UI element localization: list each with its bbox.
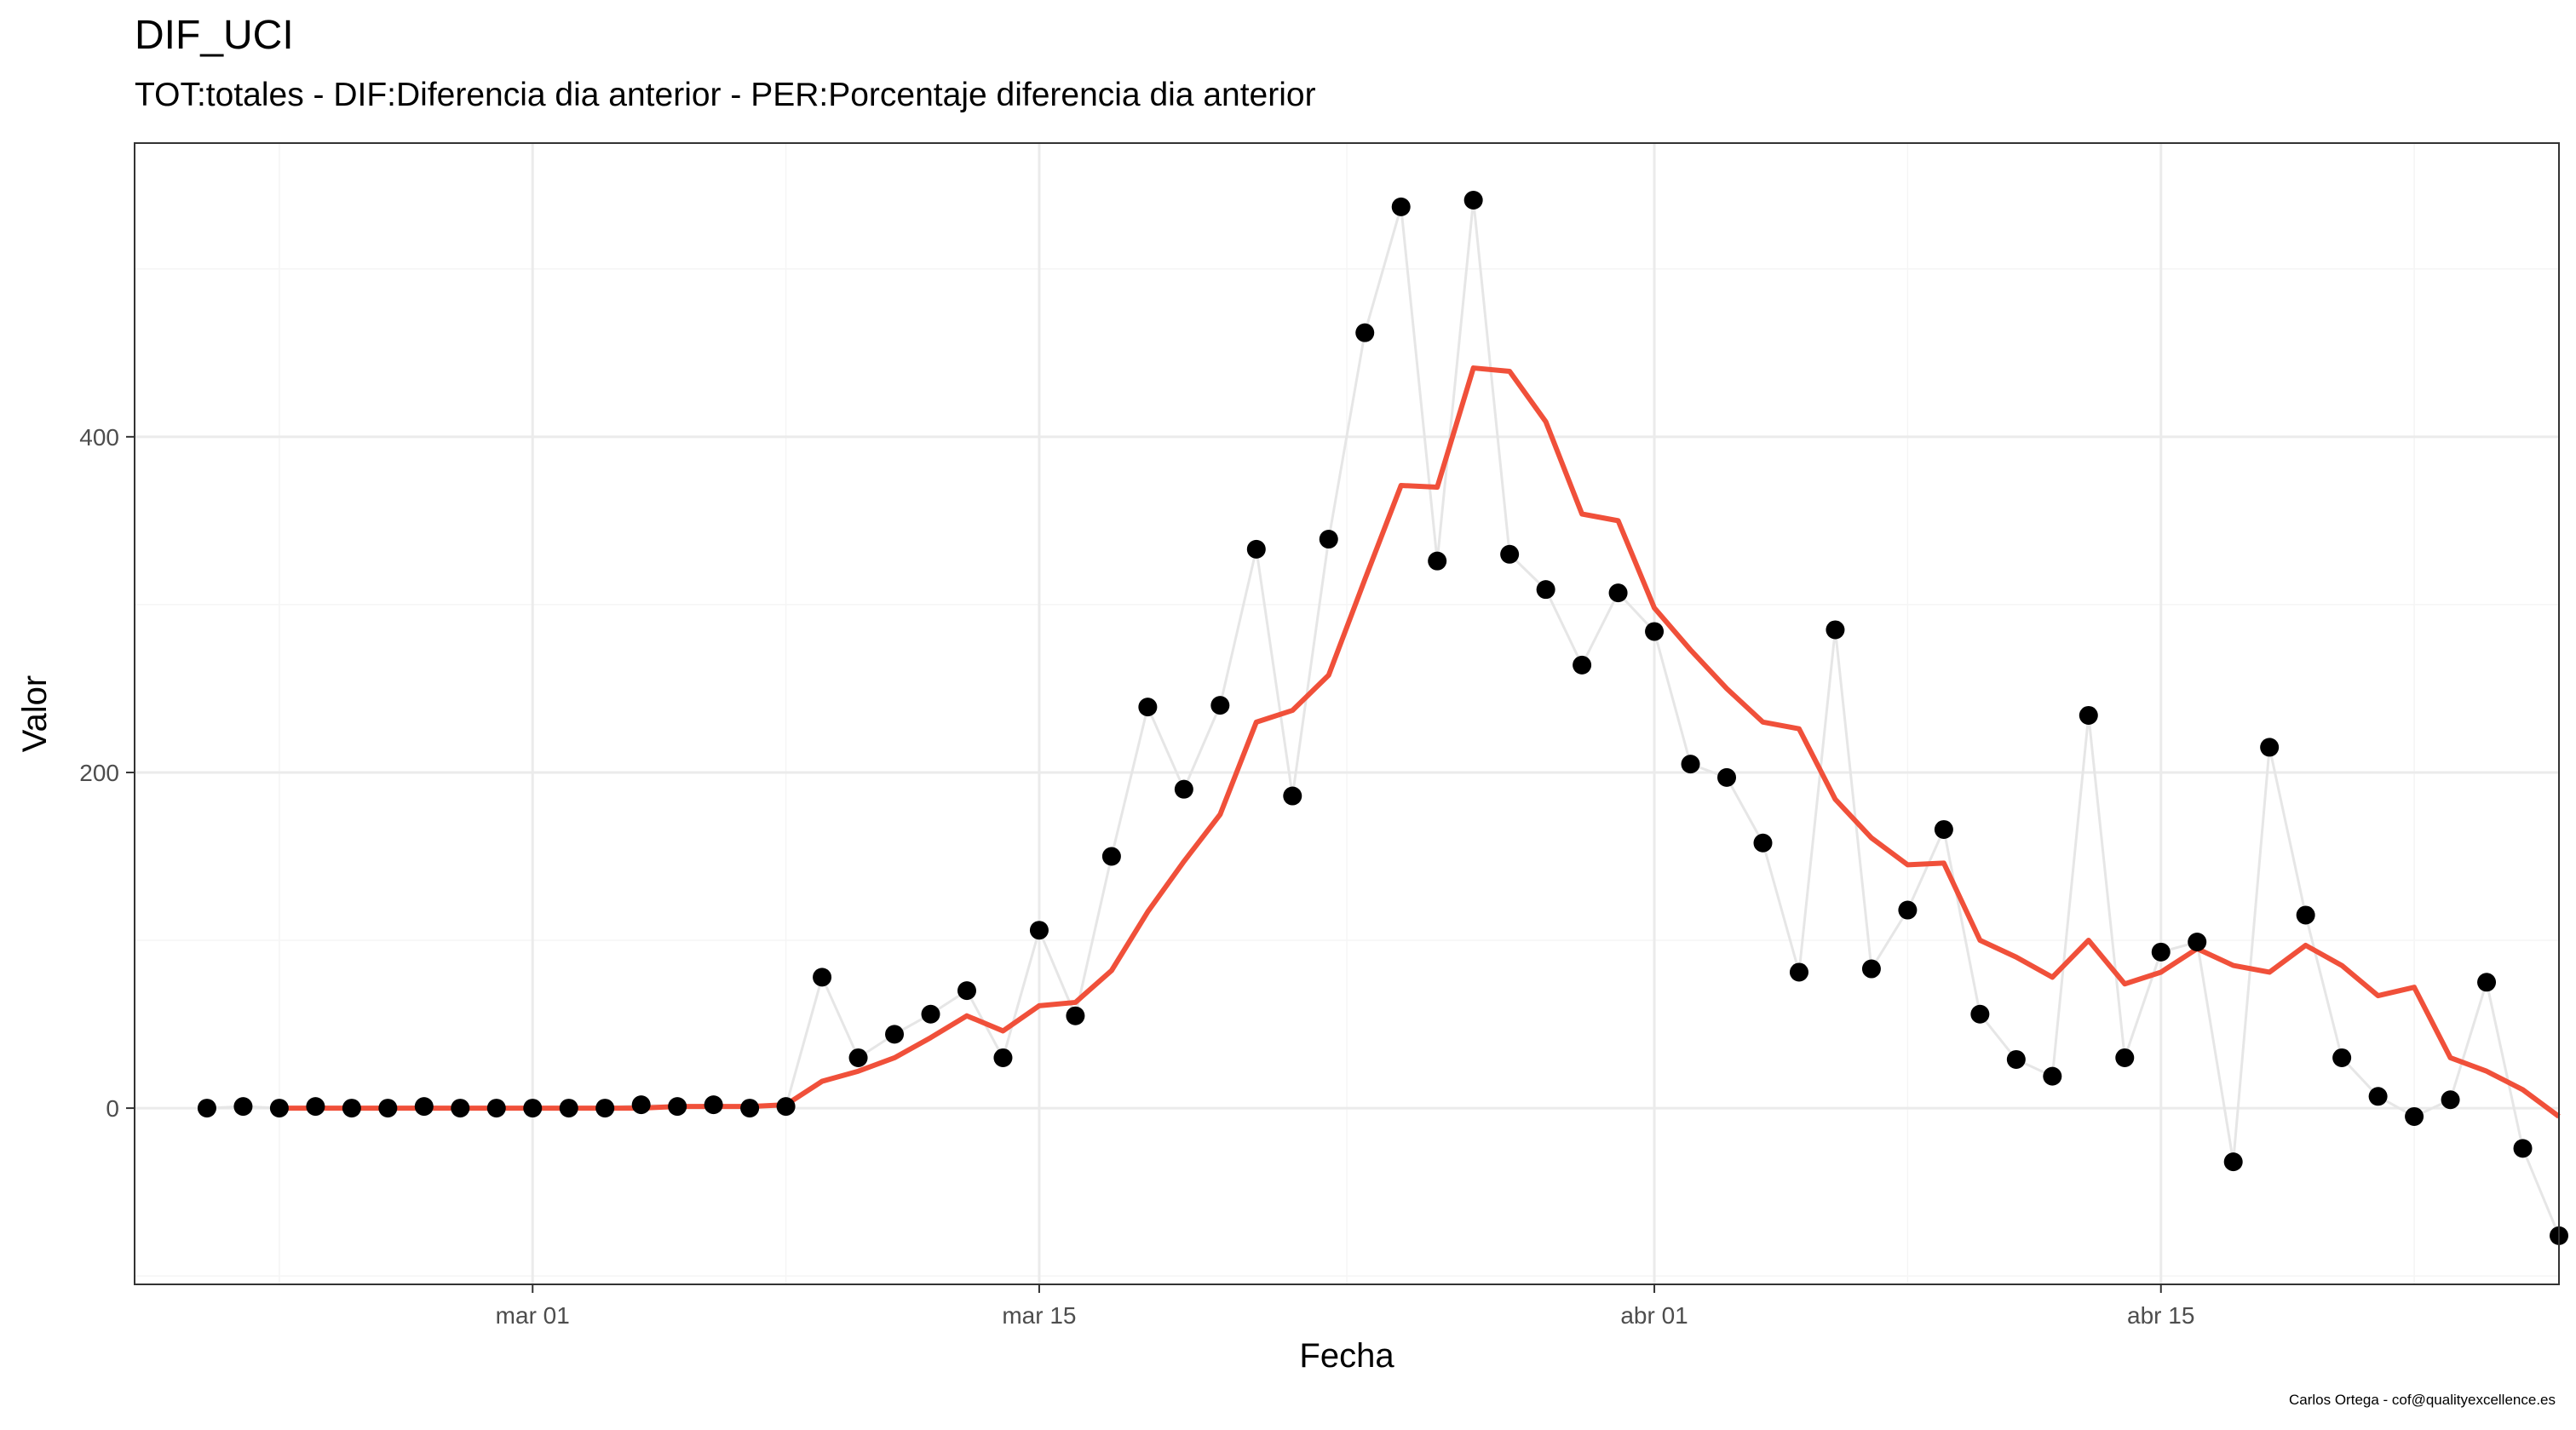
data-point	[1101, 847, 1121, 866]
data-point	[704, 1095, 723, 1115]
x-tick-label: abr 01	[1620, 1302, 1688, 1329]
data-point	[1246, 539, 1266, 559]
data-point	[1970, 1004, 1990, 1024]
data-point	[1898, 900, 1918, 920]
data-point	[957, 981, 976, 1001]
data-point	[1319, 530, 1338, 549]
data-point	[2368, 1087, 2388, 1106]
data-point	[2332, 1048, 2352, 1067]
data-point	[740, 1099, 760, 1118]
panel-border	[134, 142, 2560, 1285]
data-point	[2296, 905, 2315, 925]
axes: 0 200 400 mar 01 mar 15 abr 01 abr 15	[79, 424, 2194, 1329]
data-point	[1753, 833, 1773, 853]
chart-subtitle: TOT:totales - DIF:Diferencia dia anterio…	[135, 77, 1316, 113]
data-point	[668, 1097, 687, 1117]
data-point	[1029, 921, 1049, 940]
data-point	[848, 1048, 868, 1067]
data-point	[2441, 1090, 2460, 1110]
data-point	[1645, 622, 1665, 641]
y-axis-title: Valor	[16, 675, 54, 752]
credit-text: Carlos Ortega - cof@qualityexcellence.es	[2288, 1392, 2556, 1408]
data-point	[523, 1099, 543, 1118]
data-point	[993, 1048, 1013, 1067]
y-tick-label: 0	[106, 1095, 119, 1122]
data-point	[595, 1099, 615, 1118]
data-point	[1066, 1006, 1085, 1025]
data-point	[2043, 1066, 2062, 1086]
smoothed-series-line	[279, 365, 2561, 1119]
data-point	[2513, 1139, 2533, 1158]
data-point	[776, 1097, 796, 1117]
data-point	[2079, 705, 2098, 725]
data-point	[813, 968, 832, 987]
data-point	[451, 1099, 470, 1118]
data-point	[1463, 191, 1483, 210]
data-point	[1536, 580, 1555, 600]
data-point	[2223, 1152, 2243, 1172]
data-point	[1500, 544, 1520, 564]
x-tick-label: abr 15	[2127, 1302, 2194, 1329]
data-point	[2006, 1049, 2026, 1069]
data-point	[269, 1099, 289, 1118]
data-point	[1608, 583, 1628, 603]
data-point	[197, 1099, 216, 1118]
data-point	[2188, 933, 2207, 951]
data-point	[2151, 942, 2171, 962]
data-point	[1681, 755, 1700, 774]
data-point	[1283, 786, 1302, 806]
x-axis-title: Fecha	[1299, 1337, 1394, 1375]
data-point	[1717, 767, 1737, 787]
data-point	[1391, 197, 1411, 216]
data-point	[1174, 779, 1193, 799]
data-point	[559, 1099, 578, 1118]
data-point	[1355, 323, 1375, 342]
data-point	[2405, 1106, 2424, 1126]
data-point	[885, 1025, 905, 1044]
data-point	[631, 1095, 651, 1115]
x-tick-label: mar 15	[1002, 1302, 1076, 1329]
y-tick-label: 200	[79, 760, 119, 786]
data-point	[2115, 1048, 2135, 1067]
data-point	[2260, 738, 2280, 757]
chart-title: DIF_UCI	[135, 13, 294, 58]
data-point	[1573, 655, 1592, 675]
y-tick-label: 400	[79, 424, 119, 451]
data-point	[1789, 962, 1808, 982]
smoothed-line	[279, 365, 2561, 1119]
raw-line	[206, 199, 2561, 1237]
data-point	[1861, 959, 1881, 979]
data-point	[233, 1097, 253, 1117]
data-point	[1826, 620, 1845, 640]
data-point	[414, 1097, 434, 1117]
data-point	[486, 1099, 506, 1118]
raw-series-line	[206, 199, 2561, 1237]
data-point	[378, 1099, 398, 1118]
data-point	[306, 1097, 325, 1117]
data-point	[2477, 973, 2497, 992]
data-point	[342, 1099, 361, 1118]
data-points	[197, 191, 2568, 1245]
data-point	[1428, 551, 1447, 571]
data-point	[921, 1004, 940, 1024]
data-point	[1138, 698, 1158, 717]
data-point	[1934, 819, 1953, 839]
x-tick-label: mar 01	[496, 1302, 570, 1329]
data-point	[1210, 696, 1230, 715]
